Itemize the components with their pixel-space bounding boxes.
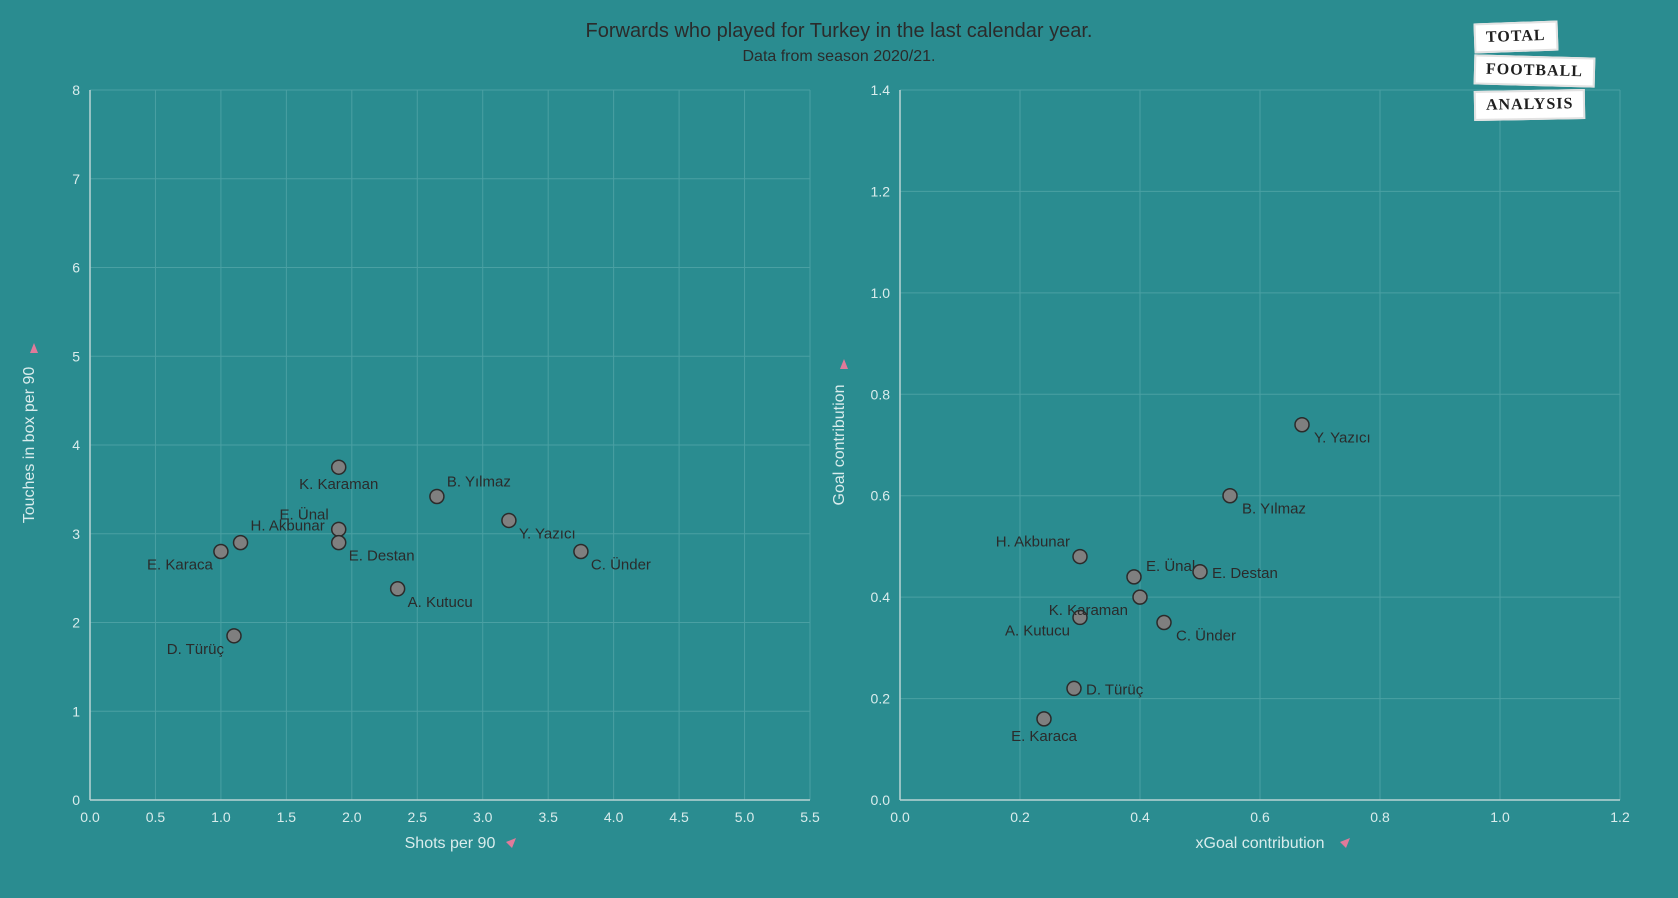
y-tick-label: 6 bbox=[72, 260, 80, 276]
scatter-point-label: B. Yılmaz bbox=[447, 473, 511, 490]
y-tick-label: 7 bbox=[72, 171, 80, 187]
scatter-point bbox=[391, 582, 405, 596]
axis-arrow-icon bbox=[30, 343, 38, 353]
scatter-point bbox=[574, 545, 588, 559]
scatter-point-label: C. Ünder bbox=[591, 556, 651, 574]
brand-logo-line: ANALYSIS bbox=[1474, 89, 1586, 121]
axis-arrow-icon bbox=[1340, 838, 1350, 848]
scatter-point-label: C. Ünder bbox=[1176, 627, 1236, 645]
scatter-point-label: A. Kutucu bbox=[408, 594, 473, 611]
scatter-point bbox=[227, 629, 241, 643]
scatter-point bbox=[1157, 616, 1171, 630]
x-tick-label: 5.0 bbox=[735, 809, 755, 825]
x-tick-label: 5.5 bbox=[800, 809, 820, 825]
scatter-point-label: A. Kutucu bbox=[1005, 622, 1070, 639]
y-tick-label: 0.0 bbox=[871, 792, 891, 808]
scatter-point bbox=[502, 513, 516, 527]
y-tick-label: 0.2 bbox=[871, 691, 891, 707]
y-tick-label: 0.6 bbox=[871, 488, 891, 504]
scatter-point-label: E. Ünal bbox=[280, 505, 329, 523]
x-tick-label: 1.0 bbox=[211, 809, 231, 825]
y-tick-label: 0 bbox=[72, 792, 80, 808]
scatter-point bbox=[214, 545, 228, 559]
scatter-point bbox=[332, 522, 346, 536]
scatter-point-label: E. Destan bbox=[1212, 565, 1278, 582]
x-tick-label: 0.6 bbox=[1250, 809, 1270, 825]
scatter-point bbox=[332, 536, 346, 550]
x-tick-label: 2.0 bbox=[342, 809, 362, 825]
scatter-point bbox=[332, 460, 346, 474]
figure-title: Forwards who played for Turkey in the la… bbox=[0, 20, 1678, 43]
brand-logo: TOTAL FOOTBALL ANALYSIS bbox=[1474, 22, 1654, 124]
brand-logo-line: FOOTBALL bbox=[1474, 54, 1596, 87]
x-tick-label: 4.5 bbox=[669, 809, 689, 825]
scatter-point bbox=[1127, 570, 1141, 584]
scatter-point bbox=[234, 536, 248, 550]
y-tick-label: 1 bbox=[72, 703, 80, 719]
scatter-point bbox=[1133, 590, 1147, 604]
y-tick-label: 4 bbox=[72, 437, 80, 453]
y-tick-label: 2 bbox=[72, 615, 80, 631]
y-axis-label: Goal contribution bbox=[831, 385, 848, 506]
y-tick-label: 1.0 bbox=[871, 285, 891, 301]
x-tick-label: 3.0 bbox=[473, 809, 493, 825]
figure-stage: Forwards who played for Turkey in the la… bbox=[0, 0, 1678, 898]
x-tick-label: 3.5 bbox=[538, 809, 558, 825]
scatter-point-label: E. Karaca bbox=[1011, 728, 1078, 745]
figure-subtitle: Data from season 2020/21. bbox=[0, 48, 1678, 66]
x-tick-label: 4.0 bbox=[604, 809, 624, 825]
x-tick-label: 2.5 bbox=[408, 809, 428, 825]
x-tick-label: 1.5 bbox=[277, 809, 297, 825]
scatter-point bbox=[1295, 418, 1309, 432]
y-tick-label: 0.8 bbox=[871, 386, 891, 402]
chart-xg-vs-goal-contribution: 0.0 0.2 0.4 0.6 0.8 1.0 1.2 0.0 0.2 0.4 0.6 0.8 1.0 1… bbox=[831, 82, 1630, 852]
x-tick-label: 0.4 bbox=[1130, 809, 1150, 825]
x-tick-label: 0.0 bbox=[890, 809, 910, 825]
y-tick-label: 1.4 bbox=[871, 82, 891, 98]
y-tick-label: 5 bbox=[72, 348, 80, 364]
scatter-point-label: Y. Yazıcı bbox=[1314, 430, 1371, 447]
scatter-point-label: K. Karaman bbox=[299, 476, 378, 493]
scatter-point-label: E. Destan bbox=[349, 548, 415, 565]
y-tick-label: 8 bbox=[72, 82, 80, 98]
axis-arrow-icon bbox=[506, 838, 516, 848]
scatter-point-label: Y. Yazıcı bbox=[519, 525, 576, 542]
y-axis-label: Touches in box per 90 bbox=[21, 367, 38, 524]
scatter-point bbox=[1067, 681, 1081, 695]
y-tick-label: 1.2 bbox=[871, 183, 891, 199]
scatter-point-label: K. Karaman bbox=[1049, 602, 1128, 619]
x-tick-label: 0.2 bbox=[1010, 809, 1030, 825]
x-tick-label: 1.0 bbox=[1490, 809, 1510, 825]
y-tick-label: 3 bbox=[72, 526, 80, 542]
axis-arrow-icon bbox=[840, 359, 848, 369]
scatter-point bbox=[1037, 712, 1051, 726]
scatter-point-label: D. Türüç bbox=[1086, 681, 1144, 698]
x-axis-label: Shots per 90 bbox=[405, 835, 496, 852]
scatter-point-label: E. Karaca bbox=[147, 557, 214, 574]
x-tick-label: 0.5 bbox=[146, 809, 166, 825]
brand-logo-line: TOTAL bbox=[1474, 21, 1559, 54]
scatter-point bbox=[1073, 550, 1087, 564]
scatter-point-label: E. Ünal bbox=[1146, 557, 1195, 575]
y-tick-label: 0.4 bbox=[871, 589, 891, 605]
chart-svg: 0.0 0.5 1.0 1.5 2.0 2.5 3.0 3.5 4.0 4.5 5.0 5.5 0 1 2 3… bbox=[0, 0, 1678, 898]
x-axis-label: xGoal contribution bbox=[1196, 835, 1325, 852]
x-tick-label: 0.8 bbox=[1370, 809, 1390, 825]
scatter-point-label: H. Akbunar bbox=[996, 534, 1070, 551]
scatter-point-label: D. Türüç bbox=[167, 641, 225, 658]
scatter-point bbox=[1223, 489, 1237, 503]
chart-shots-vs-touches: 0.0 0.5 1.0 1.5 2.0 2.5 3.0 3.5 4.0 4.5 5.0 5.5 0 1 2 3… bbox=[21, 82, 820, 852]
scatter-point bbox=[1193, 565, 1207, 579]
x-tick-label: 1.2 bbox=[1610, 809, 1630, 825]
x-tick-label: 0.0 bbox=[80, 809, 100, 825]
scatter-point-label: B. Yılmaz bbox=[1242, 501, 1306, 518]
scatter-point bbox=[430, 489, 444, 503]
